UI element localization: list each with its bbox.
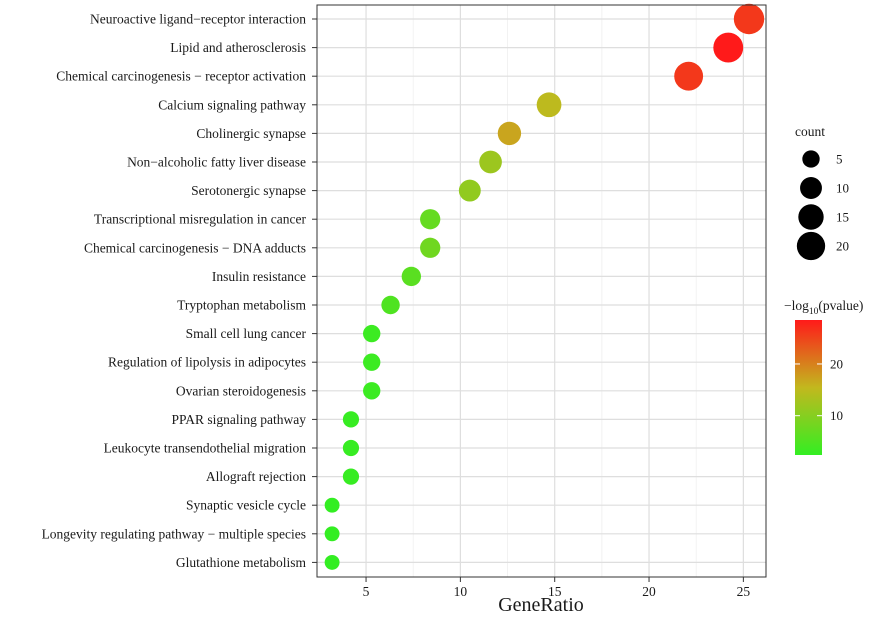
- y-tick-label: PPAR signaling pathway: [171, 412, 306, 427]
- size-legend-key: [802, 150, 820, 168]
- size-legend: count 5 10 15 20: [795, 124, 849, 261]
- y-tick-label: Glutathione metabolism: [176, 555, 307, 570]
- y-tick-label: Serotonergic synapse: [191, 183, 306, 198]
- color-legend-title-suffix: (pvalue): [818, 298, 863, 313]
- y-tick-label: Longevity regulating pathway − multiple …: [42, 526, 306, 541]
- data-point: [324, 497, 340, 513]
- data-point: [536, 92, 562, 118]
- data-point: [363, 324, 381, 343]
- size-legend-label: 10: [836, 181, 849, 196]
- color-legend-title-prefix: −log: [784, 298, 809, 313]
- data-point: [324, 554, 340, 570]
- x-tick-label: 5: [363, 584, 370, 599]
- y-axis-labels: Neuroactive ligand−receptor interaction L…: [42, 12, 317, 570]
- size-legend-label: 15: [836, 210, 849, 225]
- color-legend-label: 20: [830, 356, 843, 371]
- data-point: [381, 295, 400, 315]
- color-legend-ticks: 10 20: [795, 356, 843, 423]
- x-tick-label: 10: [454, 584, 468, 599]
- data-point: [497, 121, 522, 146]
- y-tick-label: Tryptophan metabolism: [177, 298, 306, 313]
- y-tick-label: Synaptic vesicle cycle: [186, 498, 306, 513]
- data-point: [342, 468, 360, 485]
- y-tick-label: Calcium signaling pathway: [158, 97, 306, 112]
- y-tick-label: Small cell lung cancer: [186, 326, 307, 341]
- data-point: [674, 61, 704, 91]
- color-legend-bar: [795, 320, 822, 455]
- data-point: [342, 411, 360, 428]
- y-tick-label: Cholinergic synapse: [196, 126, 306, 141]
- y-tick-label: Neuroactive ligand−receptor interaction: [90, 12, 306, 27]
- plot-border: [316, 4, 767, 578]
- size-legend-label: 5: [836, 152, 843, 167]
- y-tick-label: Lipid and atherosclerosis: [170, 40, 306, 55]
- x-axis: 5 10 15 20 25: [363, 577, 751, 599]
- x-tick-label: 15: [548, 584, 562, 599]
- plot-panel: [316, 3, 767, 578]
- size-legend-key: [796, 231, 826, 261]
- x-tick-label: 25: [737, 584, 751, 599]
- y-tick-label: Ovarian steroidogenesis: [176, 383, 306, 398]
- color-legend-title: −log10(pvalue): [784, 298, 863, 317]
- y-tick-label: Insulin resistance: [212, 269, 306, 284]
- data-point: [733, 3, 765, 35]
- plot-background: [317, 5, 766, 577]
- data-point: [713, 32, 744, 63]
- size-legend-key: [798, 204, 824, 230]
- y-tick-label: Leukocyte transendothelial migration: [104, 441, 307, 456]
- data-point: [342, 439, 360, 457]
- y-tick-label: Regulation of lipolysis in adipocytes: [108, 355, 306, 370]
- data-point: [420, 237, 441, 258]
- y-tick-label: Chemical carcinogenesis − DNA adducts: [84, 240, 306, 255]
- data-point: [420, 209, 441, 230]
- data-point: [458, 179, 481, 202]
- color-legend-title-sub: 10: [809, 307, 819, 317]
- y-tick-label: Transcriptional misregulation in cancer: [94, 212, 307, 227]
- y-tick-label: Non−alcoholic fatty liver disease: [127, 155, 306, 170]
- data-point: [479, 150, 502, 174]
- data-points: [324, 3, 765, 570]
- color-legend-label: 10: [830, 408, 843, 423]
- size-legend-items: 5 10 15 20: [796, 150, 849, 261]
- y-tick-label: Chemical carcinogenesis − receptor activ…: [56, 69, 306, 84]
- y-tick-label: Allograft rejection: [206, 469, 306, 484]
- data-point: [401, 266, 422, 287]
- x-axis-title: GeneRatio: [498, 594, 584, 616]
- size-legend-key: [800, 177, 822, 199]
- data-point: [363, 382, 381, 400]
- size-legend-title: count: [795, 124, 825, 139]
- x-tick-label: 20: [642, 584, 656, 599]
- size-legend-label: 20: [836, 239, 849, 254]
- data-point: [363, 353, 381, 371]
- data-point: [324, 526, 340, 542]
